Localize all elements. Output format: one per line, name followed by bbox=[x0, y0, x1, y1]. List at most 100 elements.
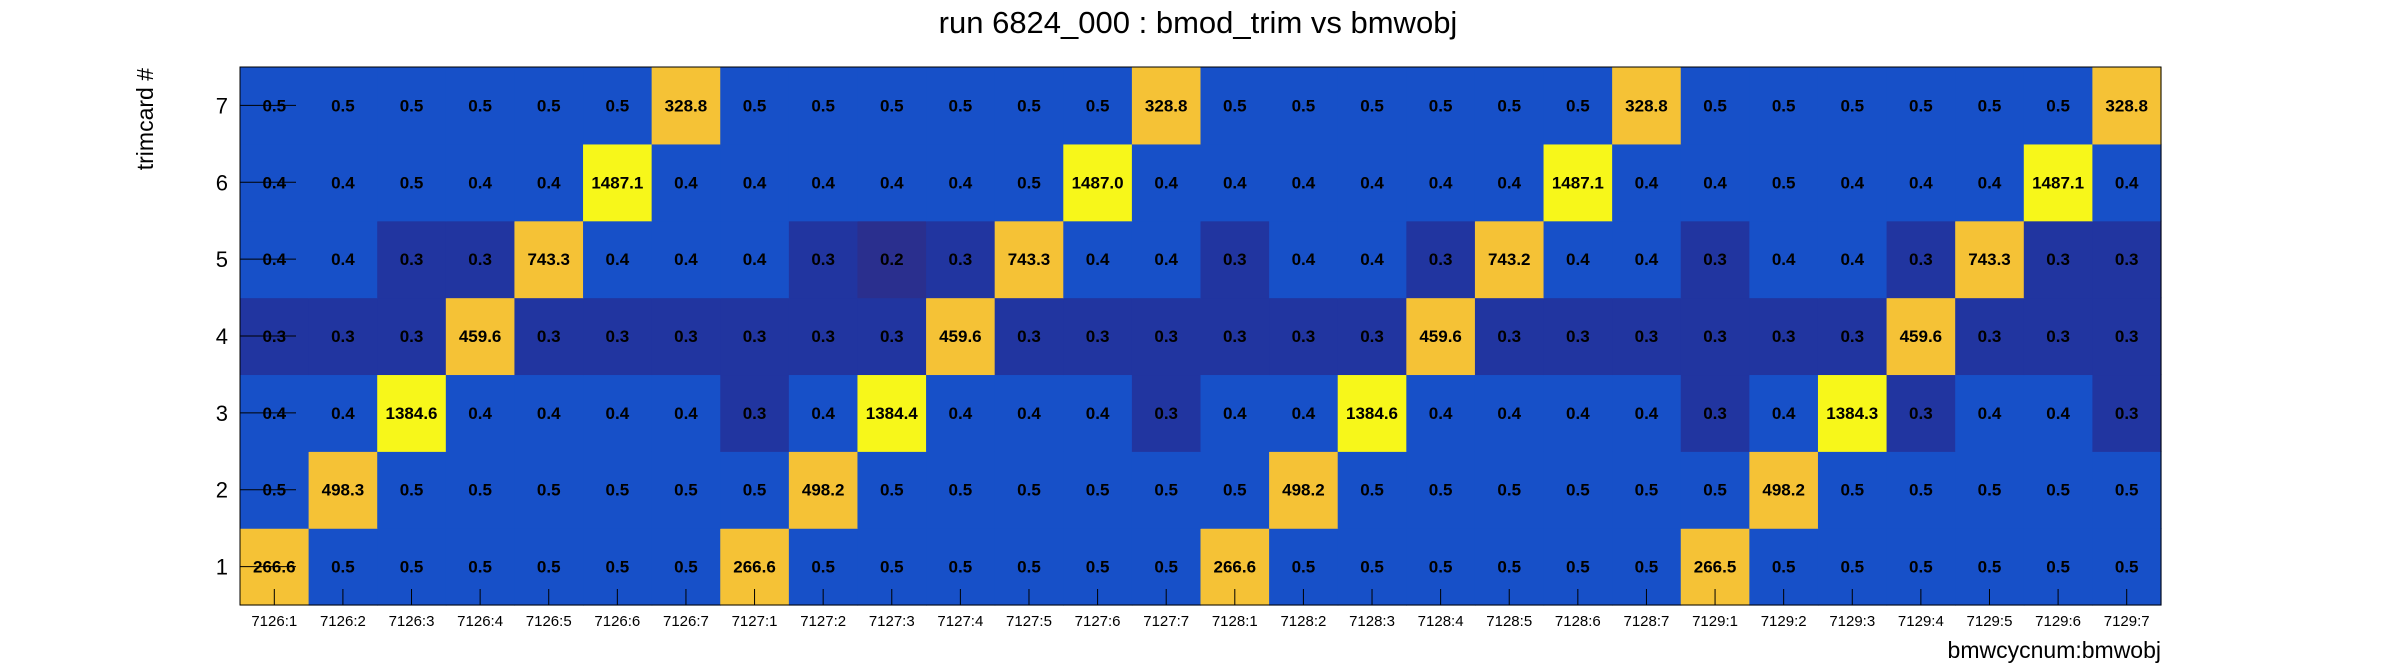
cell-value-label: 0.3 bbox=[1292, 327, 1316, 346]
heatmap-cell bbox=[2023, 67, 2093, 145]
heatmap-cell bbox=[1612, 297, 1682, 376]
x-tick-label: 7129:4 bbox=[1898, 613, 1944, 630]
cell-value-label: 0.5 bbox=[2046, 96, 2070, 115]
cell-value-label: 0.4 bbox=[1703, 173, 1727, 192]
cell-value-label: 0.4 bbox=[1292, 404, 1316, 423]
heatmap-cell bbox=[720, 220, 790, 299]
cell-value-label: 1487.0 bbox=[1072, 173, 1124, 192]
cell-value-label: 0.5 bbox=[880, 558, 904, 577]
heatmap-cell bbox=[2092, 143, 2162, 222]
heatmap-cell bbox=[1680, 67, 1750, 145]
heatmap-cell bbox=[720, 67, 790, 145]
heatmap-cell bbox=[788, 220, 859, 299]
cell-value-label: 0.4 bbox=[1429, 173, 1453, 192]
heatmap-cell bbox=[994, 451, 1064, 529]
cell-value-label: 266.6 bbox=[1214, 558, 1257, 577]
cell-value-label: 498.2 bbox=[1762, 481, 1805, 500]
cell-value-label: 0.5 bbox=[1086, 481, 1110, 500]
cell-value-label: 1384.3 bbox=[1826, 404, 1878, 423]
heatmap-cell bbox=[1817, 67, 1888, 145]
cell-value-label: 0.4 bbox=[606, 404, 630, 423]
cell-value-label: 0.3 bbox=[743, 327, 767, 346]
cell-value-label: 0.4 bbox=[537, 173, 561, 192]
cell-value-label: 0.3 bbox=[1497, 327, 1521, 346]
heatmap-cell bbox=[1817, 143, 1888, 222]
x-tick-label: 7127:2 bbox=[800, 613, 846, 630]
cell-value-label: 0.5 bbox=[1772, 173, 1796, 192]
cell-value-label: 0.5 bbox=[1360, 96, 1384, 115]
cell-value-label: 0.4 bbox=[1635, 404, 1659, 423]
heatmap-cell bbox=[857, 374, 927, 452]
cell-value-label: 0.5 bbox=[1429, 96, 1453, 115]
cell-value-label: 0.4 bbox=[674, 250, 698, 269]
cell-value-label: 0.5 bbox=[1292, 558, 1316, 577]
cell-value-label: 0.3 bbox=[1086, 327, 1110, 346]
cell-value-label: 0.4 bbox=[1497, 404, 1521, 423]
heatmap-cell bbox=[514, 374, 584, 452]
x-tick-label: 7129:6 bbox=[2035, 613, 2081, 630]
cell-value-label: 0.5 bbox=[1497, 96, 1521, 115]
heatmap-cell bbox=[1817, 451, 1888, 529]
heatmap-cell bbox=[308, 451, 378, 529]
cell-value-label: 0.3 bbox=[1223, 327, 1247, 346]
cell-value-label: 0.5 bbox=[1909, 558, 1933, 577]
x-tick-label: 7126:3 bbox=[389, 613, 435, 630]
cell-value-label: 0.5 bbox=[2046, 558, 2070, 577]
heatmap-cell bbox=[994, 67, 1064, 145]
heatmap-cell bbox=[2023, 143, 2093, 222]
cell-value-label: 0.5 bbox=[1017, 173, 1041, 192]
x-tick-label: 7128:4 bbox=[1418, 613, 1464, 630]
heatmap-cell bbox=[1269, 143, 1339, 222]
heatmap-cell bbox=[1337, 220, 1407, 299]
cell-value-label: 0.5 bbox=[1635, 481, 1659, 500]
heatmap-cell bbox=[1886, 374, 1956, 452]
cell-value-label: 498.3 bbox=[322, 481, 365, 500]
heatmap-cell bbox=[1131, 297, 1202, 376]
cell-value-label: 1487.1 bbox=[2032, 173, 2084, 192]
cell-value-label: 0.4 bbox=[468, 173, 492, 192]
heatmap-cell bbox=[857, 143, 927, 222]
heatmap-cell bbox=[1406, 297, 1476, 376]
cell-value-label: 0.4 bbox=[1497, 173, 1521, 192]
heatmap-cell bbox=[1406, 374, 1476, 452]
cell-value-label: 1487.1 bbox=[591, 173, 643, 192]
heatmap-cell bbox=[377, 220, 447, 299]
cell-value-label: 0.5 bbox=[1497, 558, 1521, 577]
cell-value-label: 0.5 bbox=[674, 481, 698, 500]
heatmap-cell bbox=[1612, 374, 1682, 452]
cell-value-label: 0.3 bbox=[811, 250, 835, 269]
heatmap-cell bbox=[1337, 67, 1407, 145]
heatmap-cell bbox=[1955, 67, 2025, 145]
cell-value-label: 0.5 bbox=[949, 481, 973, 500]
cell-value-label: 0.3 bbox=[1429, 250, 1453, 269]
cell-value-label: 0.5 bbox=[880, 481, 904, 500]
heatmap-cell bbox=[994, 220, 1064, 299]
cell-value-label: 0.3 bbox=[1703, 250, 1727, 269]
x-tick-label: 7126:4 bbox=[457, 613, 503, 630]
cell-value-label: 0.4 bbox=[1772, 250, 1796, 269]
x-tick-label: 7127:6 bbox=[1075, 613, 1121, 630]
cell-value-label: 0.4 bbox=[1017, 404, 1041, 423]
cell-value-label: 0.5 bbox=[1292, 96, 1316, 115]
cell-value-label: 0.3 bbox=[537, 327, 561, 346]
heatmap-cell bbox=[1200, 374, 1270, 452]
heatmap-cell bbox=[377, 143, 447, 222]
cell-value-label: 0.4 bbox=[1772, 404, 1796, 423]
cell-value-label: 0.5 bbox=[606, 558, 630, 577]
heatmap-cell bbox=[377, 297, 447, 376]
cell-value-label: 0.5 bbox=[468, 481, 492, 500]
heatmap-cell bbox=[994, 297, 1064, 376]
cell-value-label: 0.4 bbox=[880, 173, 904, 192]
cell-value-label: 1384.6 bbox=[386, 404, 438, 423]
cell-value-label: 0.3 bbox=[1154, 327, 1178, 346]
heatmap-cell bbox=[1543, 451, 1613, 529]
cell-value-label: 0.4 bbox=[1223, 404, 1247, 423]
cell-value-label: 0.4 bbox=[811, 173, 835, 192]
heatmap-cell bbox=[1817, 374, 1888, 452]
heatmap-cell bbox=[1269, 374, 1339, 452]
cell-value-label: 0.5 bbox=[537, 481, 561, 500]
x-tick-label: 7126:5 bbox=[526, 613, 572, 630]
cell-value-label: 0.4 bbox=[1292, 173, 1316, 192]
heatmap-cell bbox=[445, 374, 516, 452]
heatmap-cell bbox=[2023, 220, 2093, 299]
